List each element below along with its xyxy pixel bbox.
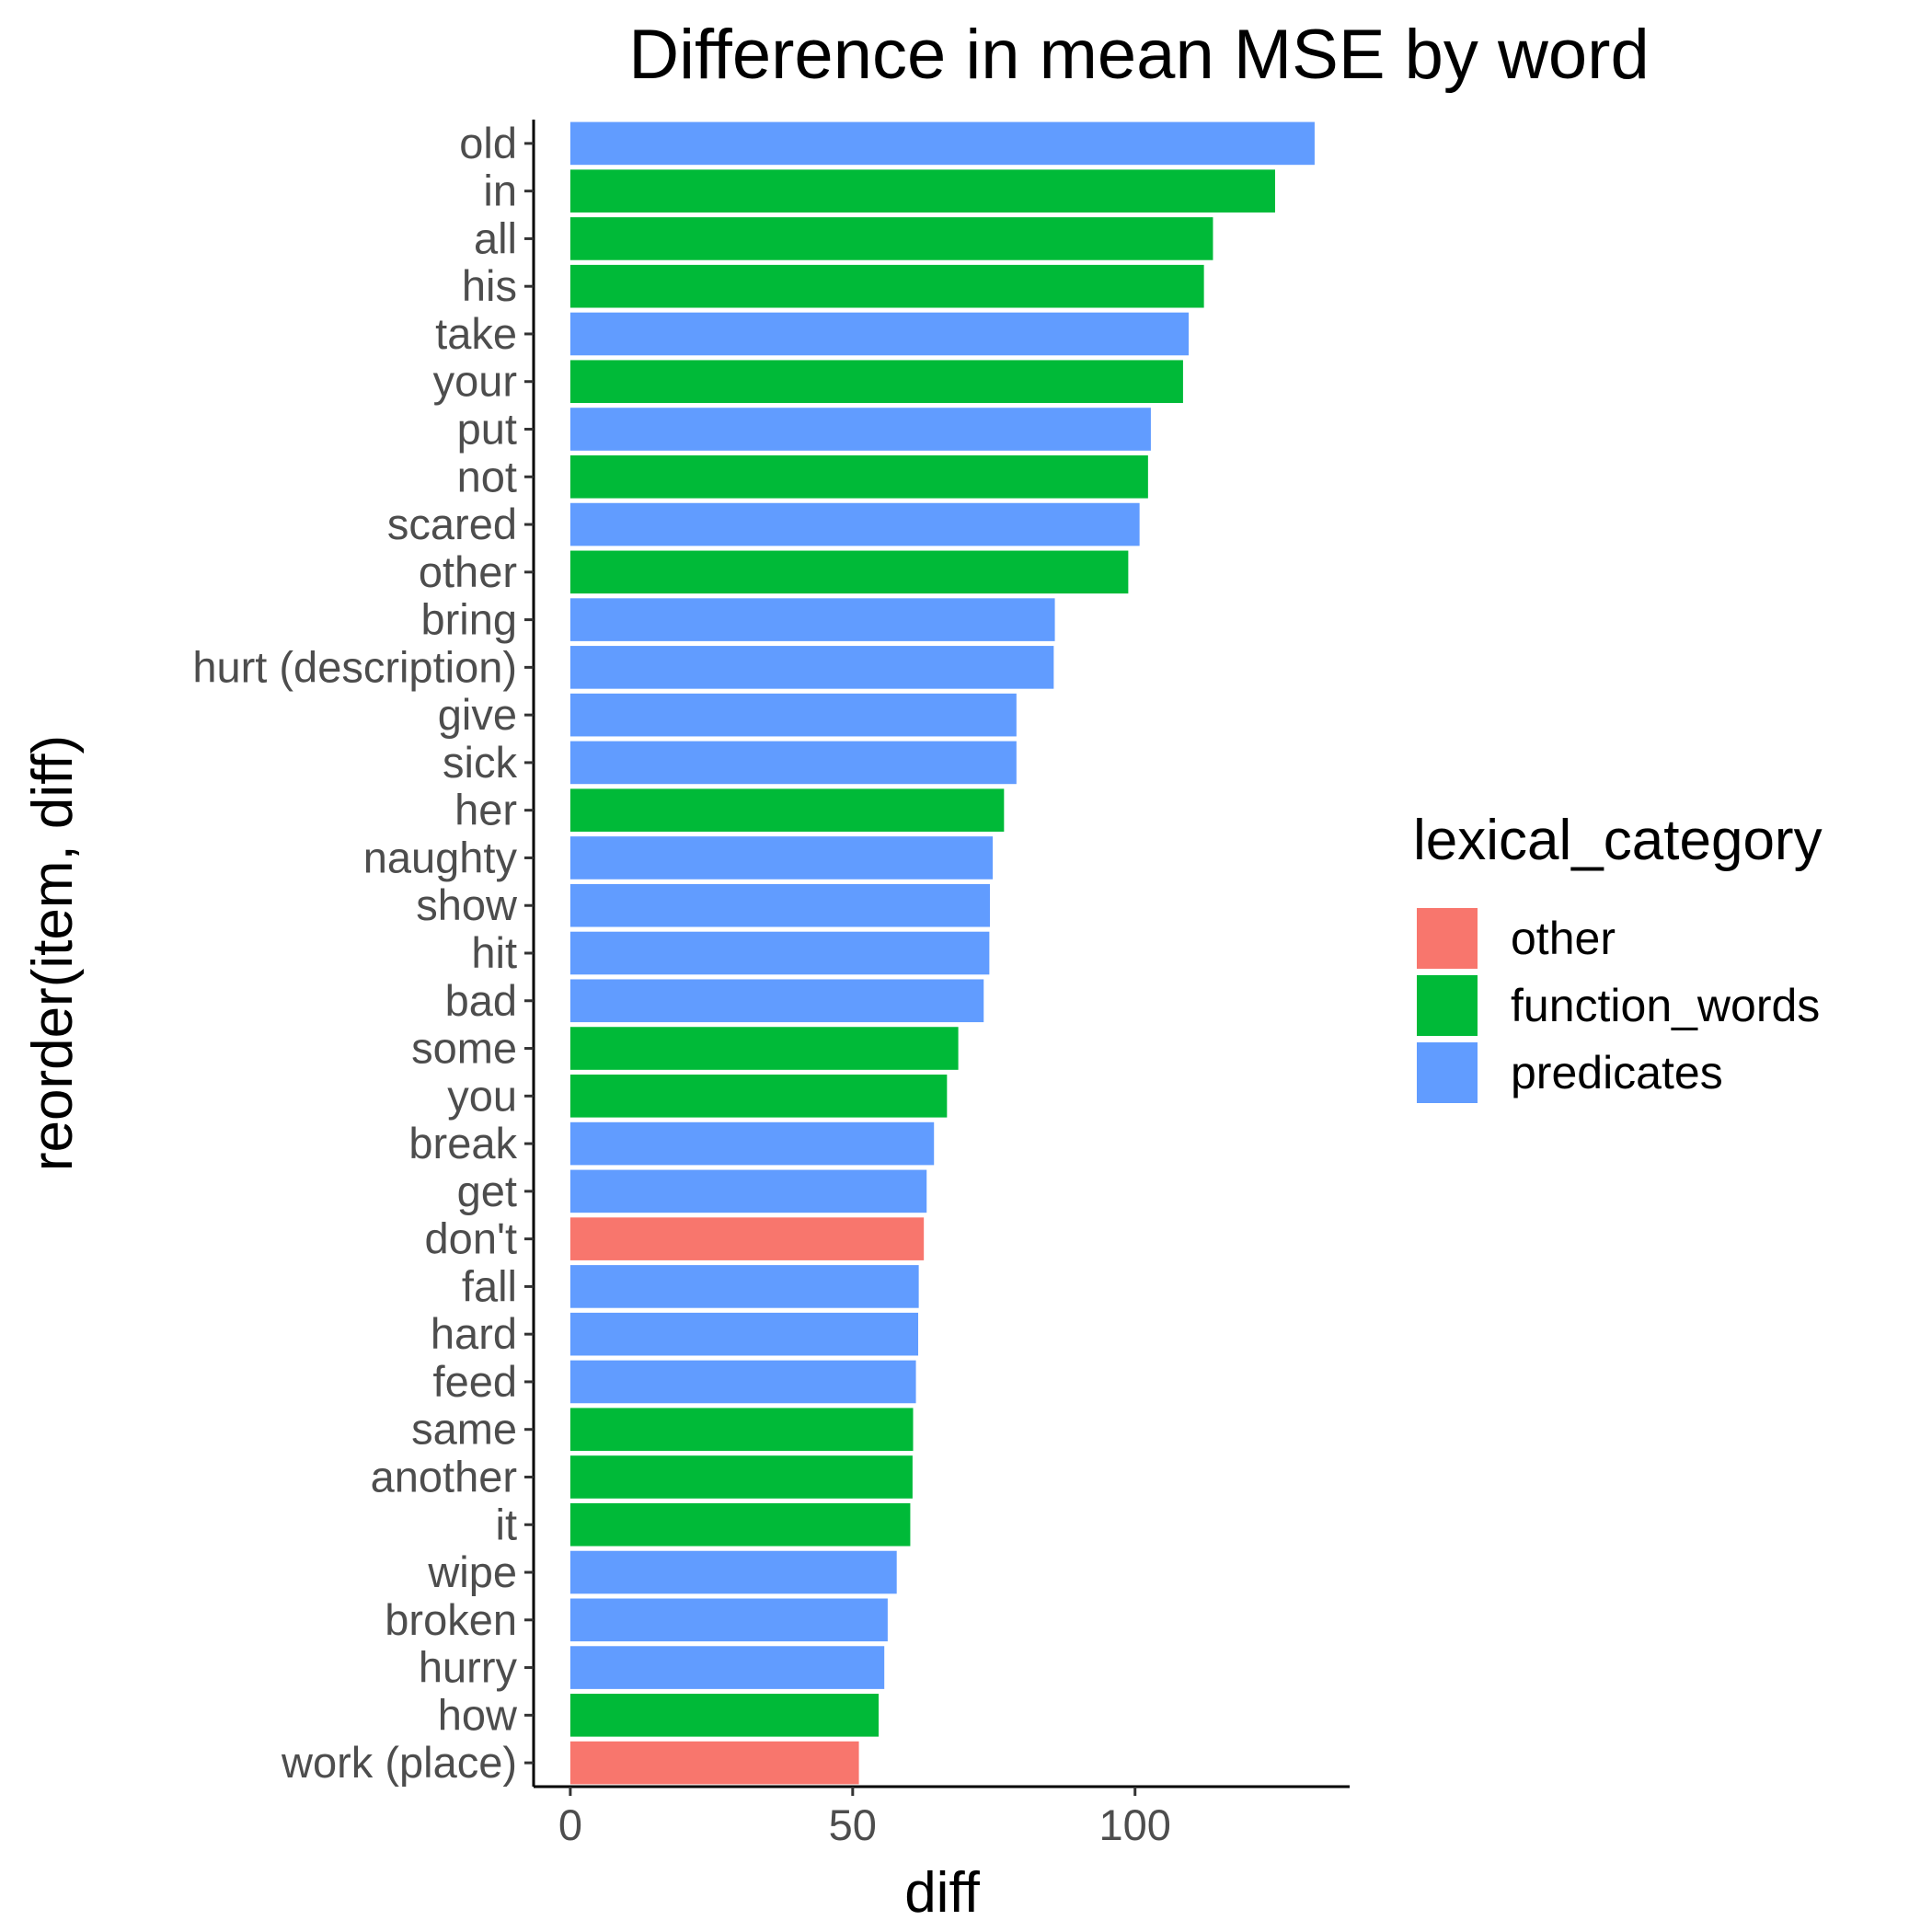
- legend-key-predicates: [1417, 1042, 1478, 1103]
- y-tick-label: not: [457, 452, 517, 500]
- bar-wipe: [569, 1550, 897, 1594]
- bar-same: [569, 1408, 914, 1452]
- bar-broken: [569, 1598, 888, 1642]
- bar-hard: [569, 1312, 919, 1356]
- y-tick-label: your: [433, 357, 517, 406]
- legend-label-other: other: [1511, 913, 1616, 964]
- y-tick-label: feed: [433, 1357, 517, 1406]
- y-tick-label: naughty: [363, 833, 518, 881]
- chart-title: Difference in mean MSE by word: [628, 16, 1650, 94]
- y-tick-label: don't: [425, 1214, 517, 1263]
- y-tick-label: sick: [443, 738, 517, 787]
- bar-don-t: [569, 1217, 925, 1260]
- x-ticks: 0 50 100: [558, 1787, 1171, 1849]
- bar-naughty: [569, 836, 994, 880]
- x-axis: 0 50 100: [534, 1785, 1350, 1849]
- y-tick-label: take: [435, 309, 517, 358]
- x-axis-title: diff: [904, 1861, 980, 1925]
- bar-give: [569, 693, 1017, 737]
- y-tick-label: you: [447, 1071, 517, 1120]
- x-tick-label: 100: [1099, 1800, 1171, 1849]
- legend-label-predicates: predicates: [1511, 1047, 1723, 1098]
- y-tick-label: break: [408, 1119, 517, 1167]
- bars-layer: [569, 121, 1315, 1785]
- y-axis: oldinallhistakeyourputnotscaredotherbrin…: [192, 119, 535, 1787]
- bar-it: [569, 1502, 911, 1547]
- bar-break: [569, 1121, 935, 1166]
- y-tick-label: same: [411, 1405, 517, 1454]
- bar-all: [569, 217, 1213, 260]
- bar-bring: [569, 598, 1055, 641]
- legend-key-function-words: [1417, 975, 1478, 1036]
- y-tick-label: work (place): [281, 1738, 517, 1787]
- bar-bad: [569, 979, 984, 1023]
- bar-her: [569, 788, 1005, 832]
- legend-label-function-words: function_words: [1511, 980, 1820, 1031]
- bar-you: [569, 1075, 948, 1118]
- y-tick-label: her: [454, 786, 517, 834]
- y-tick-label: it: [496, 1500, 518, 1548]
- bar-get: [569, 1169, 927, 1213]
- bar-fall: [569, 1265, 919, 1308]
- legend-title: lexical_category: [1413, 809, 1823, 872]
- bar-in: [569, 169, 1275, 213]
- bar-some: [569, 1027, 959, 1070]
- y-tick-label: hurry: [419, 1643, 518, 1692]
- bar-how: [569, 1694, 880, 1737]
- bar-work-place-: [569, 1741, 859, 1785]
- y-tick-label: old: [459, 119, 517, 167]
- y-tick-label: hard: [431, 1309, 517, 1358]
- bar-hurry: [569, 1646, 885, 1689]
- legend-entries: other function_words predicates: [1417, 908, 1820, 1103]
- bar-old: [569, 121, 1315, 166]
- y-tick-label: bring: [420, 595, 517, 644]
- bar-other: [569, 550, 1129, 594]
- legend: lexical_category other function_wordspred…: [1413, 809, 1823, 1103]
- y-tick-label: give: [438, 690, 517, 739]
- x-tick-label: 50: [829, 1800, 877, 1849]
- y-tick-label: some: [411, 1024, 517, 1073]
- bar-his: [569, 264, 1204, 308]
- y-tick-label: bad: [445, 976, 517, 1025]
- legend-key-other: [1417, 908, 1478, 969]
- bar-another: [569, 1455, 913, 1499]
- y-tick-label: broken: [385, 1595, 517, 1644]
- bar-put: [569, 408, 1151, 451]
- bar-show: [569, 883, 990, 927]
- bar-feed: [569, 1360, 916, 1404]
- y-tick-label: wipe: [427, 1547, 517, 1596]
- bar-scared: [569, 502, 1140, 546]
- bar-hit: [569, 931, 990, 975]
- y-tick-label: all: [474, 213, 517, 262]
- y-tick-label: put: [457, 405, 517, 454]
- y-tick-label: hurt (description): [192, 642, 517, 691]
- y-tick-label: in: [483, 167, 517, 215]
- y-tick-label: hit: [471, 928, 517, 977]
- y-axis-title: reorder(item, diff): [21, 735, 85, 1171]
- bar-your: [569, 360, 1183, 404]
- x-tick-label: 0: [558, 1800, 582, 1849]
- y-tick-label: another: [371, 1452, 517, 1501]
- bar-take: [569, 312, 1190, 356]
- bar-sick: [569, 741, 1017, 785]
- y-tick-label: scared: [387, 500, 517, 548]
- y-tick-label: get: [457, 1167, 517, 1215]
- y-ticks: oldinallhistakeyourputnotscaredotherbrin…: [192, 119, 534, 1787]
- y-tick-label: his: [462, 261, 517, 310]
- y-tick-label: fall: [462, 1261, 517, 1310]
- bar-hurt-description-: [569, 646, 1054, 689]
- y-tick-label: show: [416, 880, 518, 929]
- bar-not: [569, 454, 1148, 499]
- y-tick-label: how: [438, 1690, 518, 1739]
- y-tick-label: other: [419, 547, 517, 596]
